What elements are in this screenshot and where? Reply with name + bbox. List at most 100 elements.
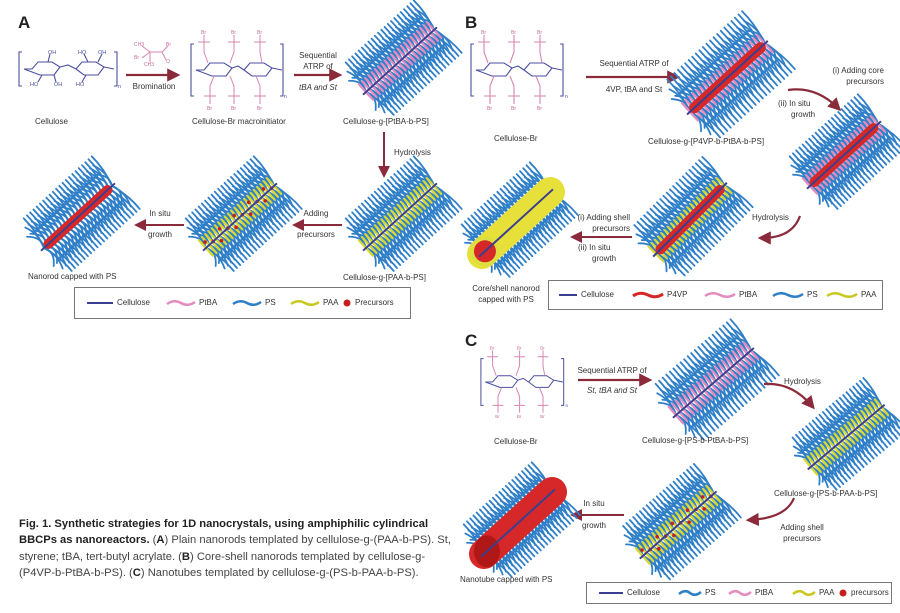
paa-chain	[857, 426, 866, 437]
panel-b-letter: B	[465, 13, 478, 32]
paa-chain	[839, 426, 849, 437]
brush-ps-ptba-ps-label: Cellulose-g-[PS-b-PtBA-b-PS]	[642, 436, 749, 445]
paa-chain	[688, 499, 698, 510]
cellulose-backbone	[202, 182, 278, 252]
paa-chain	[671, 514, 681, 525]
ptba-chain	[681, 393, 692, 404]
cellulose-structure: OH HO OH HO OH HO n	[18, 50, 121, 90]
atrp-b-monomers: 4VP, tBA and St	[605, 85, 663, 94]
paa-chain	[399, 200, 409, 211]
paa-chain	[644, 537, 654, 548]
figure-caption: Fig. 1. Synthetic strategies for 1D nano…	[19, 518, 451, 579]
ptba-chain	[376, 65, 387, 76]
ptba-chain	[393, 50, 403, 61]
bond	[480, 358, 484, 406]
chem-label: n	[118, 84, 121, 90]
hydrolysis-arrow	[378, 132, 390, 178]
ptba-chain	[370, 71, 380, 81]
brush-paa-ps	[344, 155, 463, 272]
paa-chain	[207, 229, 217, 240]
precursor-dot	[700, 495, 705, 499]
bond	[508, 75, 520, 104]
chem-label: HO	[30, 82, 39, 88]
bond	[514, 387, 526, 413]
ptba-chain	[732, 365, 742, 376]
chem-label: n	[565, 94, 568, 100]
paa-chain	[422, 179, 432, 190]
brush-ptba-ps-label: Cellulose-g-[PtBA-b-PS]	[343, 117, 429, 126]
core-curved-arrow	[787, 88, 842, 112]
legend-label: PS	[705, 588, 716, 597]
cellulose-backbone	[362, 182, 438, 252]
precursor-dot	[670, 521, 675, 526]
label-line: (ii) In situ	[578, 243, 611, 252]
ptba-chain	[397, 61, 407, 72]
paa-chain	[429, 188, 440, 199]
paa-chain	[877, 409, 887, 420]
paa-chain	[826, 437, 836, 448]
cellulose-backbone	[807, 404, 886, 471]
legend-label: PAA	[323, 298, 339, 307]
legend-item-ptba: PtBA	[166, 298, 217, 307]
hydrolysis-b-arrow	[757, 215, 802, 245]
brush-p4vp-paa	[633, 155, 754, 277]
legend-label: PAA	[819, 588, 835, 597]
paa-chain	[682, 519, 692, 530]
ptba-chain	[407, 52, 417, 63]
paa-chain	[652, 546, 662, 557]
atrp-b-arrow	[586, 70, 681, 84]
hydrolysis-c-arrow	[763, 382, 815, 410]
paa-chain	[386, 212, 396, 223]
ptba-chain	[391, 67, 401, 78]
precursor-dot	[234, 225, 238, 230]
ptba-chain	[426, 35, 437, 46]
paa-chain	[675, 525, 685, 536]
ptba-chain	[378, 79, 388, 90]
cellulose-br-structure: Br Br Br Br Br Br n	[470, 30, 568, 112]
ptba-chain	[394, 64, 404, 75]
paa-chain	[393, 206, 403, 217]
paa-chain	[244, 211, 254, 222]
paa-chain	[402, 197, 413, 208]
cellulose-br-c-label: Cellulose-Br	[494, 437, 538, 446]
paa-chain	[820, 457, 829, 468]
paa-chain	[665, 534, 675, 545]
chem-label: OH	[98, 50, 106, 56]
bromination-label: Bromination	[132, 82, 176, 91]
precursor-dot	[685, 508, 690, 512]
precursor-dot	[655, 534, 659, 539]
paa-chain	[691, 496, 701, 507]
caption-c-text: Nanotubes templated by cellulose-g-(PS-b…	[147, 566, 419, 579]
bond	[484, 75, 496, 104]
label-line: Adding shell	[780, 523, 824, 532]
paa-chain	[234, 220, 244, 231]
paa-chain	[404, 211, 414, 222]
paa-chain	[210, 227, 220, 237]
paa-chain	[866, 403, 876, 414]
paa-chain	[237, 217, 247, 228]
core-shell-label: Core/shell nanorod capped with PS	[464, 283, 548, 305]
ptba-chain	[386, 56, 396, 67]
ptba-chain	[680, 101, 691, 113]
insitu-c-label: In situ	[583, 499, 605, 508]
ptba-chain	[692, 399, 703, 410]
ptba-chain	[727, 353, 738, 364]
paa-chain	[197, 238, 207, 249]
chem-label: Br	[537, 106, 542, 112]
paa-chain	[678, 508, 688, 519]
chem-label: Br	[201, 30, 206, 36]
paa-chain	[252, 188, 262, 199]
ptba-chain	[706, 371, 717, 383]
ptba-chain	[692, 383, 702, 395]
paa-chain	[860, 423, 870, 434]
paa-chain	[840, 440, 850, 451]
brush-paa-loaded-c	[622, 463, 742, 581]
shell-arrow	[570, 231, 632, 243]
ptba-chain	[877, 123, 887, 134]
legend-label: PS	[807, 290, 818, 299]
chem-label: Br	[257, 30, 262, 36]
paa-chain	[216, 221, 227, 232]
brush-p4vp-loaded	[788, 93, 900, 210]
nanotube	[462, 461, 581, 578]
brush-paa-ps-label: Cellulose-g-[PAA-b-PS]	[343, 273, 426, 282]
